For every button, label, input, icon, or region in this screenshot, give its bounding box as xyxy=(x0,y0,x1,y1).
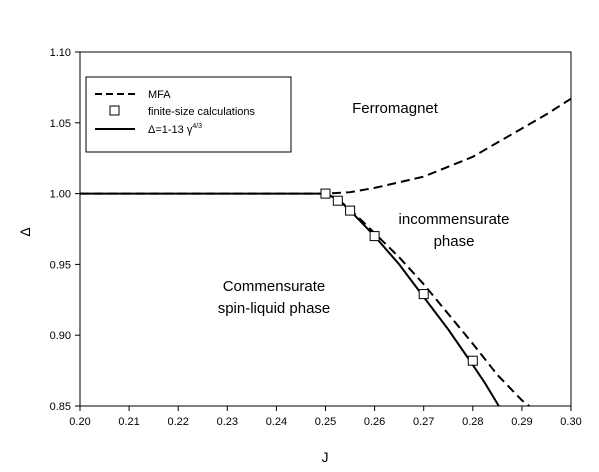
legend: MFA finite-size calculations Δ=1-13 γ4/3 xyxy=(85,76,292,153)
incommensurate-phase-label: phase xyxy=(434,233,475,250)
y-tick-label: 0.85 xyxy=(50,401,71,413)
legend-fit-main: Δ=1-13 γ xyxy=(148,124,193,136)
commensurate-label: Commensurate xyxy=(223,278,326,295)
legend-fit-label: Δ=1-13 γ4/3 xyxy=(148,123,202,136)
x-axis-ticks: 0.20 0.21 0.22 0.23 0.24 0.25 0.26 0.27 0.28 0.29… xyxy=(69,406,582,428)
y-tick-label: 0.95 xyxy=(50,259,71,271)
x-axis-label: J xyxy=(322,449,329,465)
y-tick-label: 1.00 xyxy=(50,189,71,201)
y-axis-label: Δ xyxy=(17,227,33,236)
finite-size-point xyxy=(332,195,343,206)
legend-fit-exponent: 4/3 xyxy=(192,123,202,130)
legend-finite-swatch xyxy=(109,105,120,116)
finite-size-point xyxy=(320,188,331,199)
spin-liquid-phase-label: spin-liquid phase xyxy=(218,300,331,317)
x-tick-label: 0.24 xyxy=(266,416,287,428)
x-tick-label: 0.20 xyxy=(69,416,90,428)
series-line-mfa xyxy=(80,97,572,195)
legend-box xyxy=(85,76,292,153)
finite-size-point xyxy=(369,231,380,242)
x-tick-label: 0.25 xyxy=(315,416,336,428)
finite-size-point xyxy=(418,289,429,300)
x-tick-label: 0.22 xyxy=(167,416,188,428)
x-tick-label: 0.21 xyxy=(118,416,139,428)
finite-size-point xyxy=(467,355,478,366)
y-tick-label: 1.10 xyxy=(50,47,71,59)
y-axis-ticks: 0.85 0.90 0.95 1.00 1.05 1.10 xyxy=(50,47,80,413)
legend-finite-label: finite-size calculations xyxy=(148,106,255,118)
y-tick-label: 1.05 xyxy=(50,118,71,130)
series-line-mfa-lower xyxy=(325,192,530,407)
x-tick-label: 0.30 xyxy=(560,416,581,428)
incommensurate-label: incommensurate xyxy=(399,211,510,228)
region-labels: Ferromagnet incommensurate phase Commens… xyxy=(218,100,510,317)
y-tick-label: 0.90 xyxy=(50,330,71,342)
x-tick-label: 0.29 xyxy=(511,416,532,428)
points-layer xyxy=(320,188,478,366)
legend-mfa-label: MFA xyxy=(148,89,171,101)
x-tick-label: 0.27 xyxy=(413,416,434,428)
x-tick-label: 0.23 xyxy=(217,416,238,428)
finite-size-point xyxy=(345,205,356,216)
x-tick-label: 0.28 xyxy=(462,416,483,428)
ferromagnet-label: Ferromagnet xyxy=(352,100,439,117)
x-tick-label: 0.26 xyxy=(364,416,385,428)
